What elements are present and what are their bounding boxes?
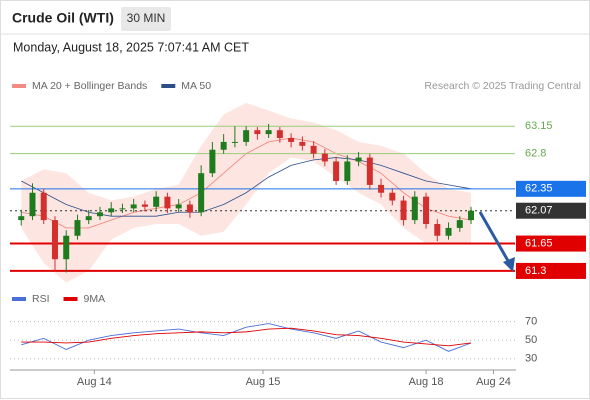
level-box — [516, 180, 586, 197]
candle-body — [18, 216, 25, 221]
candle-body — [198, 173, 205, 213]
x-tick-label: Aug 24 — [476, 376, 511, 388]
candle-body — [220, 141, 227, 150]
candle-body — [231, 141, 238, 143]
candle-body — [378, 184, 385, 193]
chart-title: Crude Oil (WTI) — [12, 10, 114, 26]
legend-label: RSI — [32, 293, 50, 305]
legend-label: MA 20 + Bollinger Bands — [32, 80, 147, 92]
x-tick-label: Aug 15 — [246, 376, 281, 388]
level-label: 61.3 — [525, 265, 546, 277]
candle-body — [456, 220, 463, 228]
level-label: 62.07 — [525, 205, 553, 217]
timeframe-badge[interactable] — [121, 7, 171, 31]
candle-body — [411, 196, 418, 221]
level-box — [516, 262, 586, 279]
candle-body — [400, 200, 407, 221]
candle-body — [40, 192, 47, 221]
timestamp: Monday, August 18, 2025 7:07:41 AM CET — [13, 40, 249, 54]
candle-body — [445, 227, 452, 236]
candle-body — [63, 235, 70, 260]
candle-body — [434, 224, 441, 236]
candle-body — [423, 196, 430, 225]
x-tick-label: Aug 14 — [77, 376, 112, 388]
candle-body — [243, 130, 250, 142]
candle-body — [164, 196, 171, 209]
candle-body — [209, 149, 216, 174]
candle-body — [29, 192, 36, 217]
candle-body — [310, 145, 317, 154]
candle-body — [265, 130, 272, 135]
candle-body — [299, 141, 306, 146]
candle-body — [85, 216, 92, 221]
y-tick-label: 30 — [525, 353, 537, 365]
candle-body — [74, 220, 81, 236]
y-tick-label: 50 — [525, 334, 537, 346]
candle-body — [389, 192, 396, 201]
candle-body — [96, 212, 103, 217]
projection-arrow — [478, 211, 513, 267]
rsi-line — [21, 323, 472, 352]
candle-body — [254, 130, 261, 135]
candle-body — [276, 130, 283, 139]
level-label: 62.8 — [525, 148, 546, 160]
ma-line — [21, 157, 472, 217]
candle-body — [333, 161, 340, 182]
legend-swatch — [12, 297, 26, 301]
candle-body — [288, 138, 295, 142]
level-label: 62.35 — [525, 183, 553, 195]
candle-body — [51, 220, 58, 260]
level-box — [516, 202, 586, 219]
candle-body — [153, 196, 160, 207]
level-label: 61.65 — [525, 237, 553, 249]
legend-label: MA 50 — [181, 80, 211, 92]
candle-body — [175, 204, 182, 209]
candle-body — [468, 210, 475, 221]
attribution: Research © 2025 Trading Central — [424, 80, 581, 92]
candle-body — [344, 161, 351, 182]
candle-body — [366, 157, 373, 185]
level-box — [516, 235, 586, 252]
y-tick-label: 70 — [525, 316, 537, 328]
candle-body — [108, 208, 115, 213]
timeframe[interactable]: 30 MIN — [127, 11, 166, 25]
legend-swatch — [161, 84, 176, 88]
candle-body — [186, 204, 193, 213]
projection-arrowhead — [503, 257, 515, 272]
legend-label: 9MA — [84, 293, 106, 305]
rsi-line — [21, 327, 472, 347]
level-label: 63.15 — [525, 120, 553, 132]
legend-swatch — [12, 84, 26, 88]
candle-body — [141, 204, 148, 207]
candle-body — [321, 153, 328, 162]
legend-swatch — [63, 297, 78, 301]
candle-body — [355, 157, 362, 162]
x-tick-label: Aug 18 — [409, 376, 444, 388]
candle-body — [119, 208, 126, 210]
candle-body — [130, 204, 137, 209]
